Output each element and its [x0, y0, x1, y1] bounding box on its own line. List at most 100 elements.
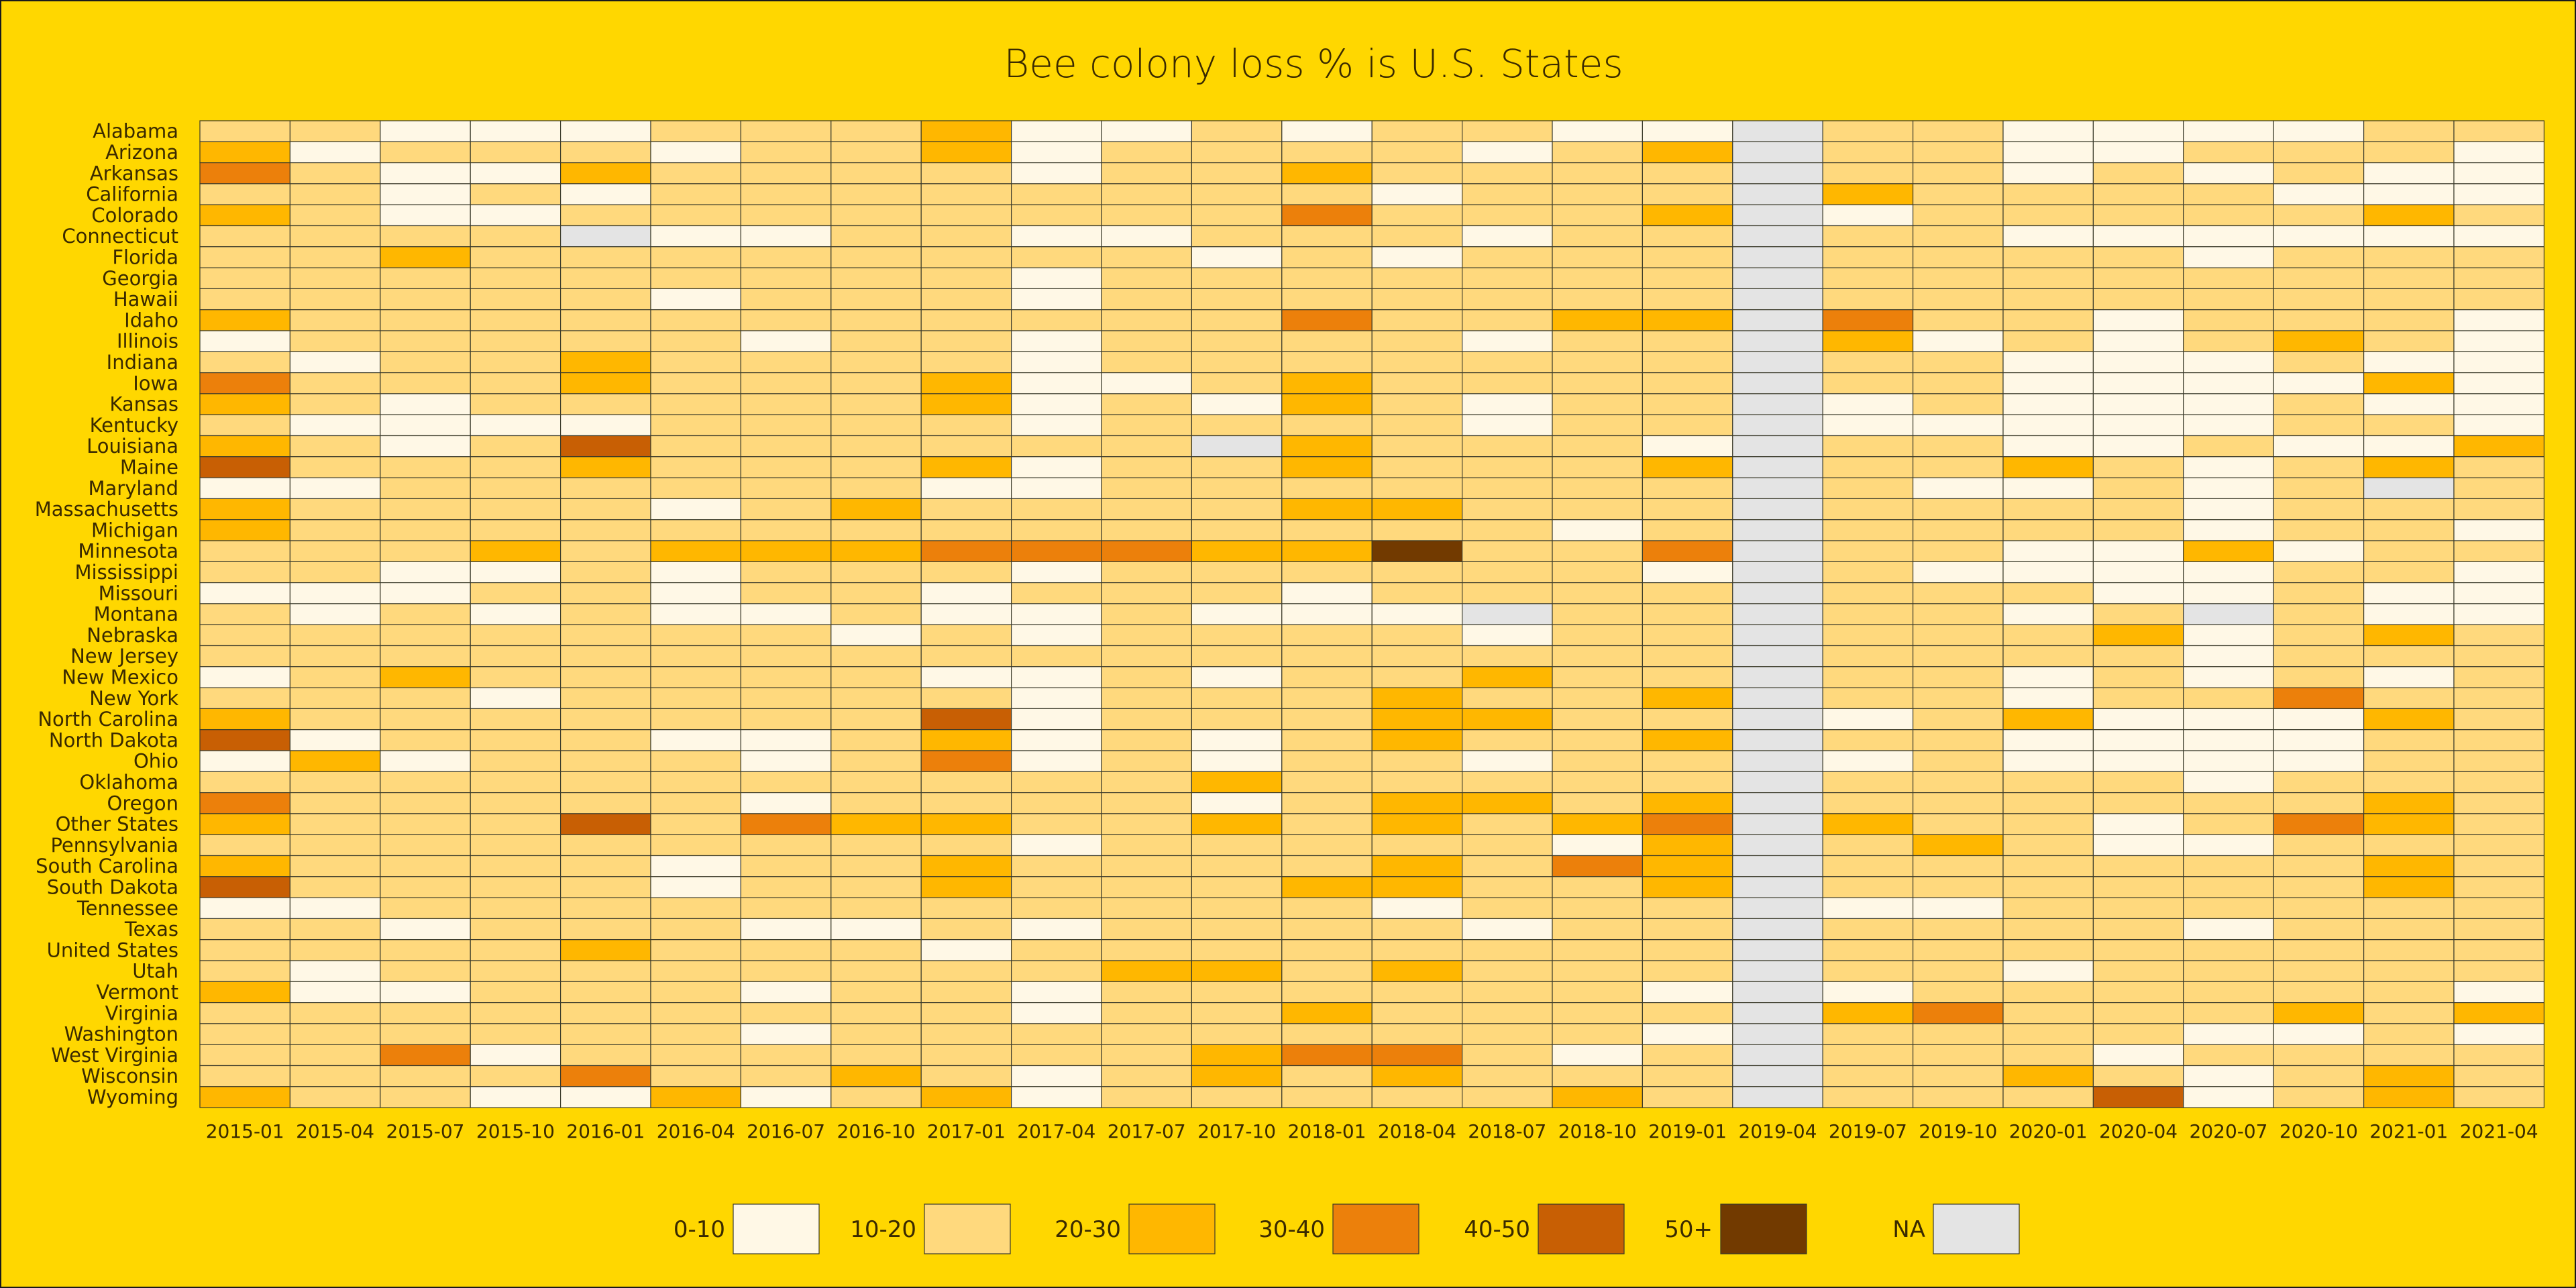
- row-label-new-jersey: New Jersey: [70, 645, 178, 667]
- heatmap-cell-georgia-2015-04: [289, 267, 381, 290]
- heatmap-cell-indiana-2020-04: [2092, 351, 2184, 374]
- heatmap-cell-oklahoma-2019-01: [1642, 771, 1733, 794]
- heatmap-cell-wisconsin-2017-07: [1101, 1065, 1192, 1087]
- heatmap-cell-missouri-2020-07: [2183, 582, 2274, 604]
- heatmap-cell-utah-2018-01: [1281, 960, 1373, 982]
- heatmap-cell-montana-2015-04: [289, 603, 381, 625]
- heatmap-cell-kentucky-2016-01: [559, 414, 651, 437]
- heatmap-cell-new-york-2020-07: [2183, 687, 2274, 709]
- heatmap-cell-ohio-2021-01: [2363, 750, 2455, 772]
- heatmap-cell-wisconsin-2016-01: [559, 1065, 651, 1087]
- heatmap-cell-hawaii-2018-07: [1462, 288, 1553, 311]
- heatmap-cell-oklahoma-2020-01: [2002, 771, 2094, 794]
- column-label-2021-01: 2021-01: [2369, 1120, 2448, 1142]
- heatmap-cell-louisiana-2020-04: [2092, 435, 2184, 458]
- heatmap-cell-oregon-2019-10: [1913, 792, 2004, 814]
- heatmap-cell-iowa-2017-01: [920, 372, 1012, 394]
- column-label-2016-07: 2016-07: [747, 1120, 825, 1142]
- heatmap-cell-kansas-2017-07: [1101, 393, 1192, 415]
- row-label-west-virginia: West Virginia: [51, 1044, 178, 1067]
- heatmap-cell-united-states-2020-10: [2273, 939, 2365, 961]
- heatmap-cell-montana-2016-07: [740, 603, 832, 625]
- heatmap-cell-hawaii-2019-04: [1732, 288, 1823, 311]
- heatmap-cell-vermont-2019-04: [1732, 981, 1823, 1004]
- heatmap-cell-alabama-2019-04: [1732, 120, 1823, 142]
- heatmap-cell-arizona-2019-10: [1913, 141, 2004, 164]
- heatmap-cell-florida-2015-01: [199, 246, 290, 268]
- heatmap-cell-other-states-2021-04: [2453, 813, 2544, 835]
- heatmap-cell-other-states-2017-07: [1101, 813, 1192, 835]
- heatmap-cell-minnesota-2017-10: [1191, 540, 1283, 562]
- heatmap-cell-arkansas-2018-10: [1552, 162, 1643, 184]
- legend-swatch-40-50: [1538, 1203, 1625, 1254]
- heatmap-cell-michigan-2017-04: [1010, 519, 1102, 541]
- heatmap-cell-arizona-2016-04: [650, 141, 741, 164]
- heatmap-cell-arkansas-2020-01: [2002, 162, 2094, 184]
- heatmap-cell-tennessee-2017-07: [1101, 897, 1192, 919]
- heatmap-cell-mississippi-2019-04: [1732, 561, 1823, 584]
- heatmap-cell-michigan-2019-07: [1822, 519, 1914, 541]
- heatmap-cell-connecticut-2016-01: [559, 225, 651, 248]
- heatmap-cell-hawaii-2018-04: [1371, 288, 1463, 311]
- heatmap-cell-iowa-2020-07: [2183, 372, 2274, 394]
- heatmap-cell-alabama-2021-04: [2453, 120, 2544, 142]
- heatmap-cell-north-carolina-2021-04: [2453, 708, 2544, 731]
- heatmap-cell-hawaii-2015-01: [199, 288, 290, 311]
- chart-title: Bee colony loss % is U.S. States: [1004, 41, 1623, 87]
- heatmap-cell-illinois-2016-07: [740, 330, 832, 352]
- row-label-texas: Texas: [124, 918, 178, 941]
- heatmap-cell-new-mexico-2020-07: [2183, 666, 2274, 688]
- heatmap-cell-oklahoma-2021-01: [2363, 771, 2455, 794]
- heatmap-cell-oregon-2019-01: [1642, 792, 1733, 814]
- heatmap-cell-south-carolina-2018-07: [1462, 855, 1553, 877]
- heatmap-cell-new-york-2020-04: [2092, 687, 2184, 709]
- heatmap-cell-massachusetts-2015-04: [289, 498, 381, 521]
- heatmap-cell-united-states-2016-10: [830, 939, 922, 961]
- heatmap-cell-kentucky-2021-04: [2453, 414, 2544, 437]
- heatmap-cell-missouri-2016-07: [740, 582, 832, 604]
- heatmap-cell-missouri-2018-01: [1281, 582, 1373, 604]
- heatmap-cell-arizona-2015-07: [380, 141, 471, 164]
- heatmap-cell-montana-2016-01: [559, 603, 651, 625]
- heatmap-cell-utah-2021-04: [2453, 960, 2544, 982]
- row-label-united-states: United States: [47, 938, 178, 961]
- heatmap-cell-north-dakota-2017-07: [1101, 729, 1192, 751]
- column-label-2018-07: 2018-07: [1468, 1120, 1546, 1142]
- heatmap-cell-michigan-2017-07: [1101, 519, 1192, 541]
- heatmap-cell-ohio-2015-10: [470, 750, 561, 772]
- legend-swatch-na: [1933, 1203, 2020, 1254]
- row-label-arkansas: Arkansas: [90, 162, 178, 184]
- heatmap-cell-arkansas-2018-04: [1371, 162, 1463, 184]
- heatmap-cell-montana-2020-04: [2092, 603, 2184, 625]
- heatmap-cell-south-dakota-2017-01: [920, 876, 1012, 898]
- heatmap-cell-vermont-2016-04: [650, 981, 741, 1004]
- row-label-arizona: Arizona: [105, 141, 178, 164]
- heatmap-cell-louisiana-2018-04: [1371, 435, 1463, 458]
- heatmap-cell-vermont-2019-01: [1642, 981, 1733, 1004]
- heatmap-cell-louisiana-2015-04: [289, 435, 381, 458]
- heatmap-cell-ohio-2017-01: [920, 750, 1012, 772]
- heatmap-cell-maine-2018-04: [1371, 456, 1463, 478]
- heatmap-cell-north-carolina-2020-01: [2002, 708, 2094, 731]
- heatmap-cell-georgia-2018-04: [1371, 267, 1463, 290]
- heatmap-cell-georgia-2016-01: [559, 267, 651, 290]
- heatmap-cell-utah-2017-04: [1010, 960, 1102, 982]
- heatmap-cell-wyoming-2017-01: [920, 1086, 1012, 1108]
- heatmap-cell-kentucky-2018-10: [1552, 414, 1643, 437]
- heatmap-cell-arizona-2021-04: [2453, 141, 2544, 164]
- heatmap-cell-louisiana-2015-01: [199, 435, 290, 458]
- heatmap-cell-georgia-2018-01: [1281, 267, 1373, 290]
- heatmap-cell-idaho-2017-04: [1010, 309, 1102, 331]
- heatmap-cell-new-mexico-2017-10: [1191, 666, 1283, 688]
- heatmap-cell-wisconsin-2015-04: [289, 1065, 381, 1087]
- column-label-2020-01: 2020-01: [2009, 1120, 2088, 1142]
- heatmap-cell-new-york-2015-10: [470, 687, 561, 709]
- heatmap-cell-vermont-2019-07: [1822, 981, 1914, 1004]
- heatmap-cell-michigan-2016-04: [650, 519, 741, 541]
- heatmap-cell-arizona-2015-10: [470, 141, 561, 164]
- heatmap-cell-new-jersey-2015-10: [470, 645, 561, 667]
- heatmap-cell-west-virginia-2020-04: [2092, 1044, 2184, 1067]
- heatmap-cell-idaho-2017-07: [1101, 309, 1192, 331]
- heatmap-cell-louisiana-2015-10: [470, 435, 561, 458]
- heatmap-cell-mississippi-2021-01: [2363, 561, 2455, 584]
